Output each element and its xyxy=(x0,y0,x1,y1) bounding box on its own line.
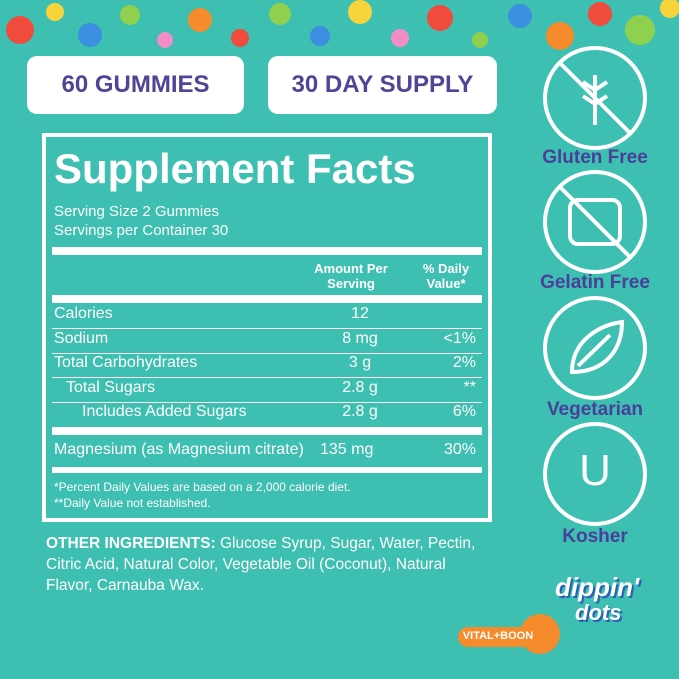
servings: Servings per Container 30 xyxy=(54,222,229,239)
nutrient-name: Total Carbohydrates xyxy=(54,354,198,371)
nutrient-row: Total Sugars 2.8 g ** xyxy=(52,379,482,403)
nutrient-dv: 2% xyxy=(452,354,476,371)
nutrient-name: Total Sugars xyxy=(66,378,155,396)
amount-header: Amount Per Serving xyxy=(314,261,388,291)
logo xyxy=(458,614,560,654)
nutrient-dv: 6% xyxy=(452,403,476,420)
rule xyxy=(52,247,482,255)
nutrient-row: Includes Added Sugars 2.8 g 6% xyxy=(52,403,482,427)
rule xyxy=(52,352,482,354)
nutrient-amount: 2.8 g xyxy=(342,378,378,396)
icon-label: Gelatin Free xyxy=(540,272,650,293)
nutrient-dv: 30% xyxy=(443,441,476,458)
rule xyxy=(52,377,482,378)
logo-text: dippin' xyxy=(555,572,640,602)
icon-label: Vegetarian xyxy=(546,399,644,420)
ingredients-label: OTHER INGREDIENTS: xyxy=(46,535,216,552)
nutrient-amount: 2.8 g xyxy=(342,403,378,420)
sprinkles xyxy=(6,0,679,50)
partner-logo: VITAL+BOON xyxy=(462,630,534,642)
nutrient-amount: 3 g xyxy=(348,354,372,371)
icon-label: Gluten Free xyxy=(542,147,648,168)
serving-size: Serving Size 2 Gummies xyxy=(54,203,220,220)
footnote: **Daily Value not established. xyxy=(54,496,211,510)
rule xyxy=(52,427,482,435)
nutrient-amount: 8 mg xyxy=(342,329,378,347)
badge: 60 GUMMIES xyxy=(27,56,244,114)
rule xyxy=(52,401,482,403)
nutrient-dv: ** xyxy=(463,378,476,396)
nutrient-row: Total Carbohydrates 3 g 2% xyxy=(52,354,482,378)
ingredients: OTHER INGREDIENTS: Glucose Syrup, Sugar,… xyxy=(46,533,486,596)
nutrient-dv: <1% xyxy=(443,329,476,347)
nutrient-name: Calories xyxy=(54,305,113,322)
facts-title: Supplement Facts xyxy=(54,145,416,192)
rule xyxy=(52,295,482,303)
nutrient-name: Includes Added Sugars xyxy=(82,403,247,420)
dv-header: % Daily Value* xyxy=(422,261,470,291)
icon-circles xyxy=(543,46,647,526)
nutrient-amount: 12 xyxy=(351,305,369,322)
logo-text: dots xyxy=(575,600,622,625)
nutrient-name: Magnesium (as Magnesium citrate) xyxy=(54,441,304,458)
nutrient-name: Sodium xyxy=(54,329,109,347)
mineral-row: Magnesium (as Magnesium citrate) 135 mg … xyxy=(52,441,482,465)
kosher-symbol: U xyxy=(579,446,611,495)
supplement-facts: Supplement Facts Serving Size 2 Gummies … xyxy=(42,133,492,522)
nutrient-row: Calories 12 xyxy=(52,305,482,329)
icon-label: Kosher xyxy=(562,526,628,547)
nutrient-amount: 135 mg xyxy=(320,441,374,458)
badge: 30 DAY SUPPLY xyxy=(268,56,497,114)
nutrient-row: Sodium 8 mg <1% xyxy=(52,330,482,354)
rule xyxy=(52,467,482,473)
ingredients-text: Glucose Syrup, Sugar, Water, Pectin, Cit… xyxy=(46,535,476,594)
footnote: *Percent Daily Values are based on a 2,0… xyxy=(54,480,351,494)
rule xyxy=(52,328,482,329)
